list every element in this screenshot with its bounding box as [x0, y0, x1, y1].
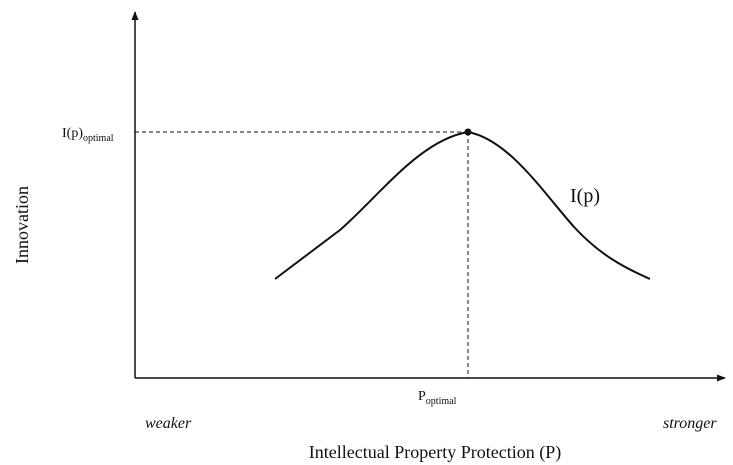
y-marker-sub: optimal	[83, 133, 114, 144]
curve-label: I(p)	[570, 185, 600, 207]
x-marker: Poptimal	[418, 389, 457, 407]
optimum-point	[464, 128, 472, 136]
x-marker-base: P	[418, 389, 426, 404]
y-marker-base: I(p)	[62, 126, 83, 141]
x-axis-title: Intellectual Property Protection (P)	[309, 442, 561, 463]
x-marker-sub: optimal	[426, 396, 457, 407]
y-marker: I(p)optimal	[62, 126, 114, 144]
x-axis-right: stronger	[663, 415, 717, 432]
x-axis-left: weaker	[145, 415, 192, 432]
y-axis-title: Innovation	[12, 186, 32, 264]
